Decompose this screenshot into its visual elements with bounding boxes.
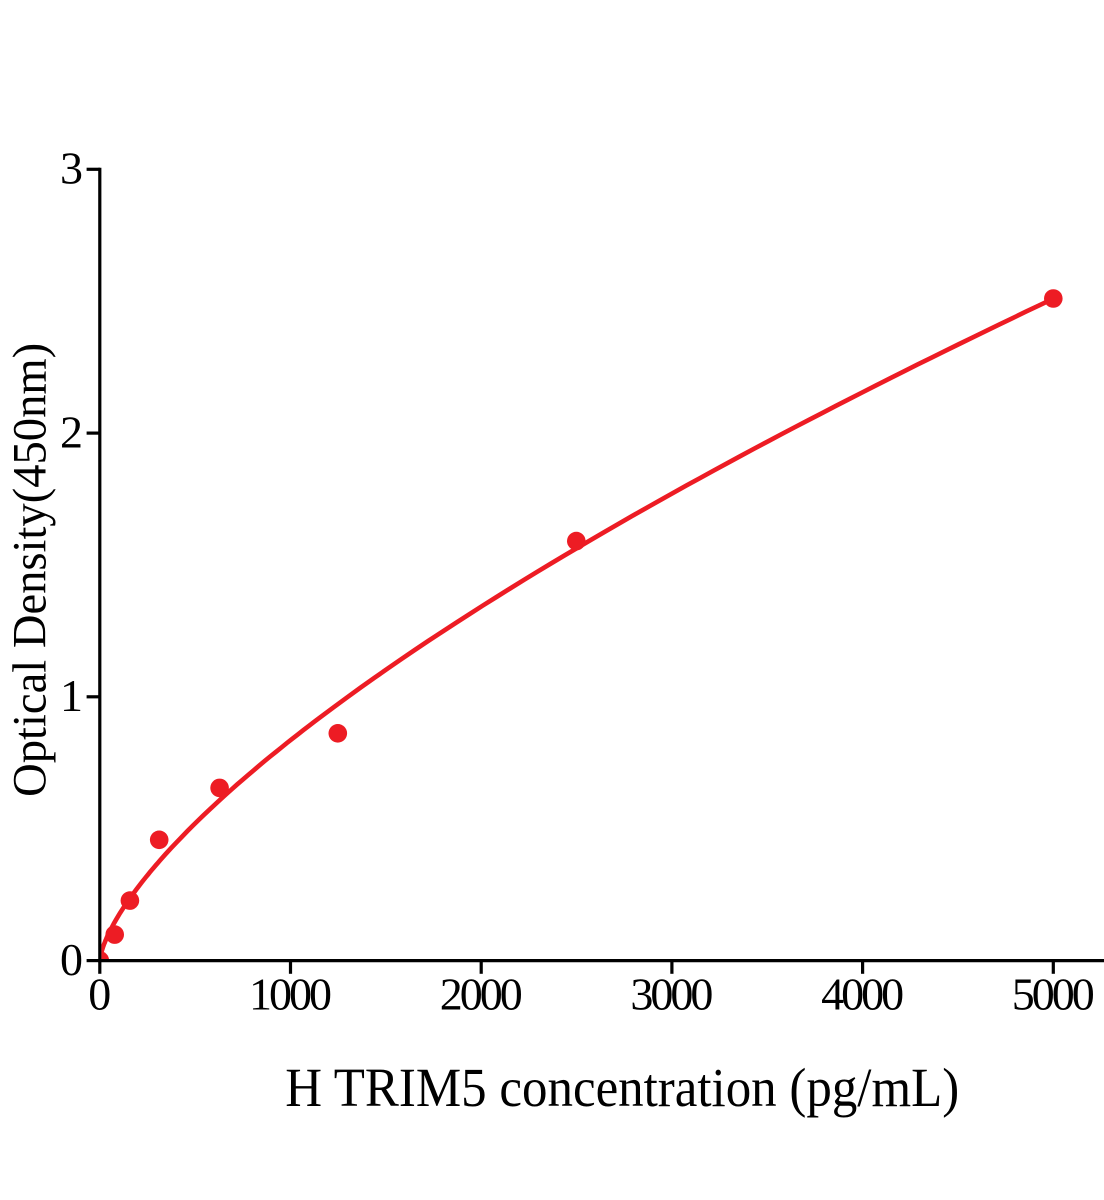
svg-text:2000: 2000	[440, 969, 523, 1020]
svg-text:4000: 4000	[821, 969, 904, 1020]
svg-text:0: 0	[60, 934, 83, 985]
svg-text:0: 0	[88, 969, 111, 1020]
svg-text:3000: 3000	[630, 969, 713, 1020]
svg-text:2: 2	[60, 406, 83, 457]
svg-text:5000: 5000	[1012, 969, 1095, 1020]
svg-text:1: 1	[60, 670, 83, 721]
svg-text:Optical Density(450nm): Optical Density(450nm)	[3, 343, 56, 797]
svg-text:1000: 1000	[249, 969, 332, 1020]
svg-text:3: 3	[60, 143, 83, 194]
svg-text:H TRIM5 concentration (pg/mL): H TRIM5 concentration (pg/mL)	[285, 1057, 959, 1118]
